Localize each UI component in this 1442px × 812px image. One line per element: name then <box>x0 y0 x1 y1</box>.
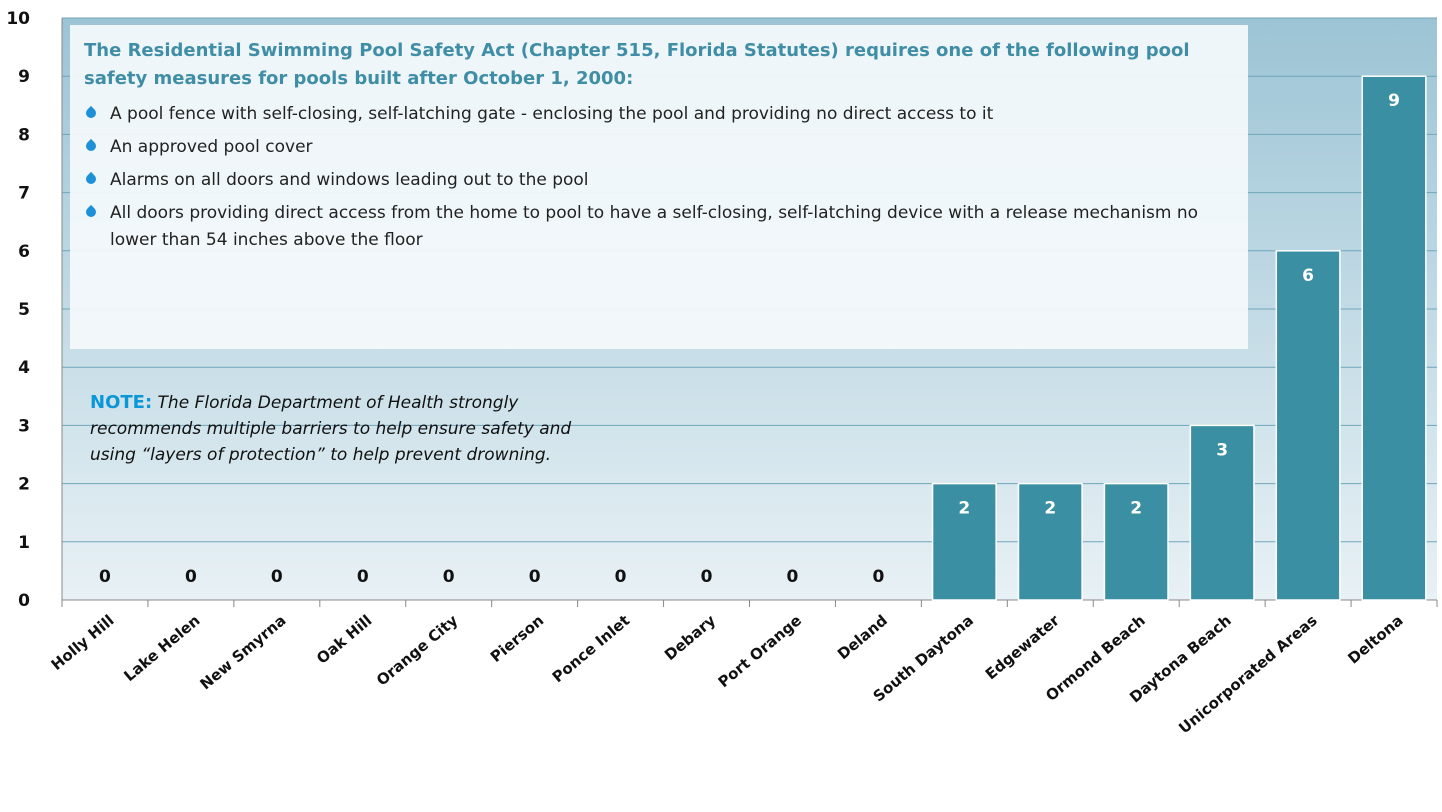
x-tick-label: Oak Hill <box>313 611 375 667</box>
x-tick-label: Pierson <box>487 611 547 666</box>
y-tick-label: 8 <box>18 125 30 145</box>
value-label: 9 <box>1388 91 1400 111</box>
bar <box>1361 75 1427 601</box>
x-tick-label: Ponce Inlet <box>549 611 633 686</box>
bar <box>1189 424 1255 601</box>
bullet: All doors providing direct access from t… <box>84 200 1234 254</box>
y-tick-label: 7 <box>18 184 30 204</box>
value-label: 2 <box>1044 499 1056 519</box>
note-text: The Florida Department of Health strongl… <box>90 393 572 465</box>
y-tick-label: 1 <box>18 533 30 553</box>
value-label: 0 <box>701 567 713 587</box>
value-label: 3 <box>1216 440 1228 460</box>
x-tick-label: Deltona <box>1344 611 1406 667</box>
x-tick-label: Lake Helen <box>120 611 203 685</box>
note-label: NOTE: <box>90 392 153 413</box>
y-tick-label: 9 <box>18 67 30 87</box>
note: NOTE: The Florida Department of Health s… <box>90 390 610 468</box>
x-tick-label: Port Orange <box>715 611 805 691</box>
y-tick-label: 10 <box>6 9 30 29</box>
value-label: 2 <box>1130 499 1142 519</box>
value-label: 6 <box>1302 266 1314 286</box>
y-tick-label: 3 <box>18 416 30 436</box>
value-label: 0 <box>99 567 111 587</box>
bar <box>931 482 997 601</box>
y-tick-label: 2 <box>18 475 30 495</box>
bar <box>1103 482 1169 601</box>
value-label: 2 <box>958 499 970 519</box>
annotation-box: The Residential Swimming Pool Safety Act… <box>70 25 1248 349</box>
y-tick-label: 4 <box>18 358 30 378</box>
bullet-list: A pool fence with self-closing, self-lat… <box>84 101 1234 254</box>
value-label: 0 <box>787 567 799 587</box>
value-label: 0 <box>185 567 197 587</box>
x-tick-label: New Smyrna <box>196 611 289 693</box>
y-tick-label: 6 <box>18 242 30 262</box>
value-label: 0 <box>357 567 369 587</box>
value-label: 0 <box>872 567 884 587</box>
x-tick-label: Deland <box>834 611 891 663</box>
bullet: A pool fence with self-closing, self-lat… <box>84 101 1234 128</box>
value-label: 0 <box>529 567 541 587</box>
x-tick-label: Holly Hill <box>48 611 118 674</box>
x-tick-label: Unicorporated Areas <box>1175 611 1320 737</box>
bullet: An approved pool cover <box>84 134 1234 161</box>
value-label: 0 <box>271 567 283 587</box>
bullet: Alarms on all doors and windows leading … <box>84 167 1234 194</box>
y-tick-label: 0 <box>18 591 30 611</box>
x-tick-label: Edgewater <box>982 611 1063 683</box>
bar <box>1017 482 1083 601</box>
value-label: 0 <box>615 567 627 587</box>
y-tick-label: 5 <box>18 300 30 320</box>
bar <box>1275 250 1341 601</box>
x-tick-label: Orange City <box>373 611 461 689</box>
value-label: 0 <box>443 567 455 587</box>
annotation-heading: The Residential Swimming Pool Safety Act… <box>84 40 1190 89</box>
x-tick-label: Debary <box>661 611 719 664</box>
